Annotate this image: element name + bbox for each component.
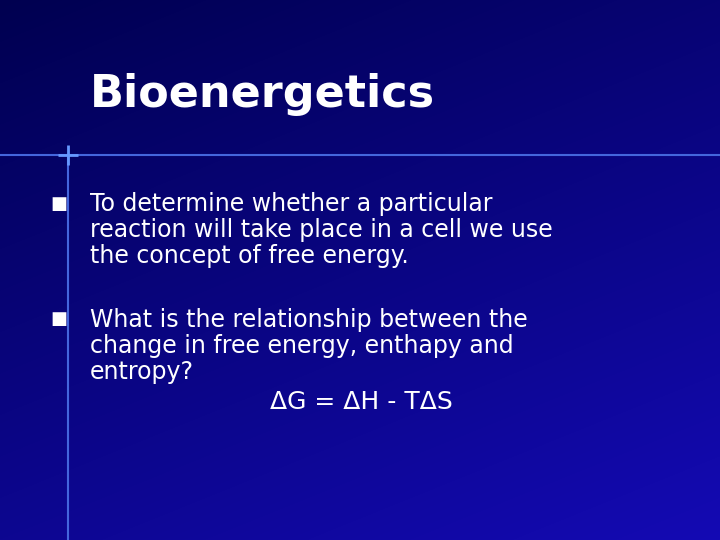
Text: the concept of free energy.: the concept of free energy.: [90, 244, 409, 268]
Text: ■: ■: [50, 195, 67, 213]
Text: ΔG = ΔH - TΔS: ΔG = ΔH - TΔS: [270, 390, 453, 414]
Text: What is the relationship between the: What is the relationship between the: [90, 308, 528, 332]
Text: Bioenergetics: Bioenergetics: [90, 73, 435, 117]
Text: To determine whether a particular: To determine whether a particular: [90, 192, 492, 216]
Text: entropy?: entropy?: [90, 360, 194, 384]
Text: change in free energy, enthapy and: change in free energy, enthapy and: [90, 334, 513, 358]
Text: ■: ■: [50, 310, 67, 328]
Text: reaction will take place in a cell we use: reaction will take place in a cell we us…: [90, 218, 553, 242]
